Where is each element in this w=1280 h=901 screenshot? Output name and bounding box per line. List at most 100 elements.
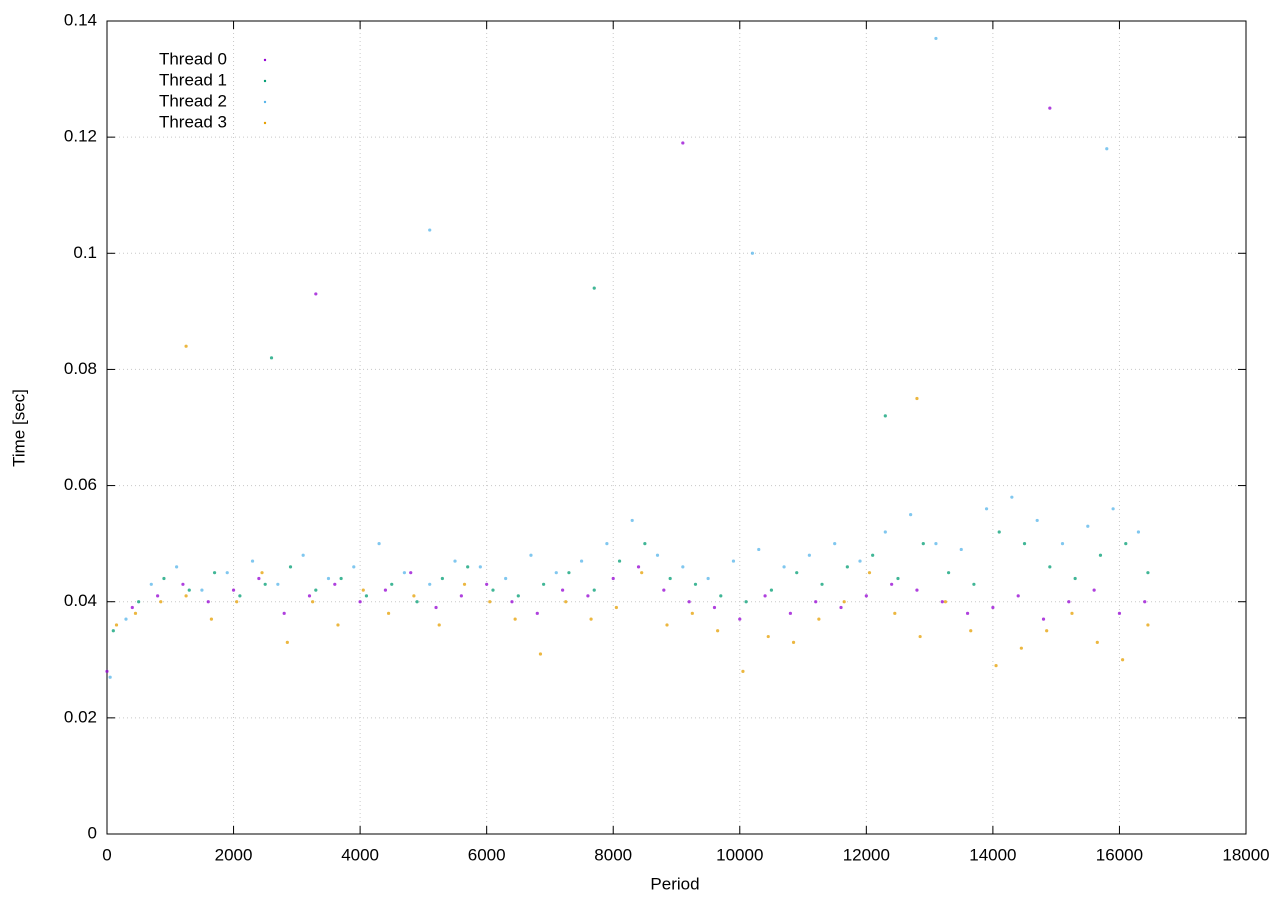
point <box>485 582 489 586</box>
point <box>959 547 963 552</box>
x-tick-label: 2000 <box>215 845 253 864</box>
point <box>307 594 312 598</box>
point <box>795 571 799 575</box>
point <box>269 356 274 360</box>
point <box>466 565 470 569</box>
point <box>883 530 887 534</box>
point <box>105 669 109 674</box>
point <box>535 611 539 615</box>
y-axis-label: Time [sec] <box>9 389 28 467</box>
point <box>162 576 166 581</box>
point <box>212 571 217 575</box>
plot-border <box>106 20 1247 835</box>
point <box>276 582 280 586</box>
point <box>636 565 641 569</box>
point <box>969 629 973 633</box>
point <box>946 571 951 575</box>
point <box>820 582 824 586</box>
point <box>440 576 444 581</box>
legend-marker <box>263 121 267 125</box>
y-tick-label: 0.08 <box>64 359 97 378</box>
point <box>159 600 163 604</box>
point <box>311 600 315 604</box>
point <box>791 640 796 644</box>
point <box>462 582 467 586</box>
point <box>200 588 204 592</box>
point <box>690 611 694 615</box>
point <box>640 571 644 575</box>
point <box>415 600 419 604</box>
x-tick-label: 16000 <box>1096 845 1143 864</box>
point <box>1067 600 1071 604</box>
y-tick-label: 0.06 <box>64 475 97 494</box>
point <box>339 576 343 581</box>
point <box>741 669 745 674</box>
point <box>1041 617 1046 621</box>
y-tick-label: 0.04 <box>64 591 97 610</box>
point <box>561 588 565 592</box>
point <box>592 588 596 592</box>
point <box>428 228 432 232</box>
point <box>130 605 134 610</box>
point <box>782 565 786 569</box>
y-tick-label: 0 <box>88 823 97 842</box>
point <box>285 640 289 644</box>
point <box>206 600 210 604</box>
legend-label: Thread 2 <box>159 91 227 110</box>
point <box>1010 495 1014 499</box>
point <box>1098 553 1103 557</box>
point <box>833 542 837 546</box>
point <box>972 582 976 586</box>
point <box>184 344 188 348</box>
y-tick-label: 0.14 <box>64 10 97 29</box>
point <box>1111 507 1115 511</box>
point <box>149 582 153 586</box>
y-tick-label: 0.1 <box>73 243 97 262</box>
point <box>589 617 593 621</box>
point <box>1073 576 1077 581</box>
point <box>108 675 112 679</box>
point <box>1048 565 1052 569</box>
point <box>386 611 391 615</box>
point <box>364 594 369 598</box>
point <box>655 553 660 557</box>
point <box>890 582 894 586</box>
point <box>586 594 590 598</box>
point <box>282 611 286 615</box>
point <box>250 559 255 563</box>
point <box>564 600 568 604</box>
point <box>504 576 508 581</box>
x-tick-label: 10000 <box>716 845 763 864</box>
point <box>750 251 755 255</box>
point <box>817 617 821 621</box>
point <box>1095 640 1099 644</box>
point <box>839 605 843 610</box>
point <box>864 594 868 598</box>
point <box>1143 600 1147 604</box>
point <box>611 576 615 581</box>
point <box>437 623 441 627</box>
point <box>377 542 381 546</box>
point <box>668 576 672 581</box>
point <box>567 571 571 575</box>
point <box>314 292 318 296</box>
point <box>352 565 356 569</box>
point <box>1086 524 1090 528</box>
point <box>909 513 913 517</box>
point <box>617 559 622 563</box>
point <box>738 617 742 621</box>
point <box>681 565 685 569</box>
legend-marker <box>263 100 267 104</box>
point <box>314 588 318 592</box>
x-tick-label: 18000 <box>1222 845 1269 864</box>
x-tick-label: 12000 <box>843 845 890 864</box>
point <box>1045 629 1049 633</box>
point <box>538 652 543 656</box>
x-tick-label: 14000 <box>969 845 1016 864</box>
point <box>231 588 236 592</box>
point <box>453 559 457 563</box>
point <box>991 605 995 610</box>
point <box>845 565 849 569</box>
point <box>858 559 862 563</box>
